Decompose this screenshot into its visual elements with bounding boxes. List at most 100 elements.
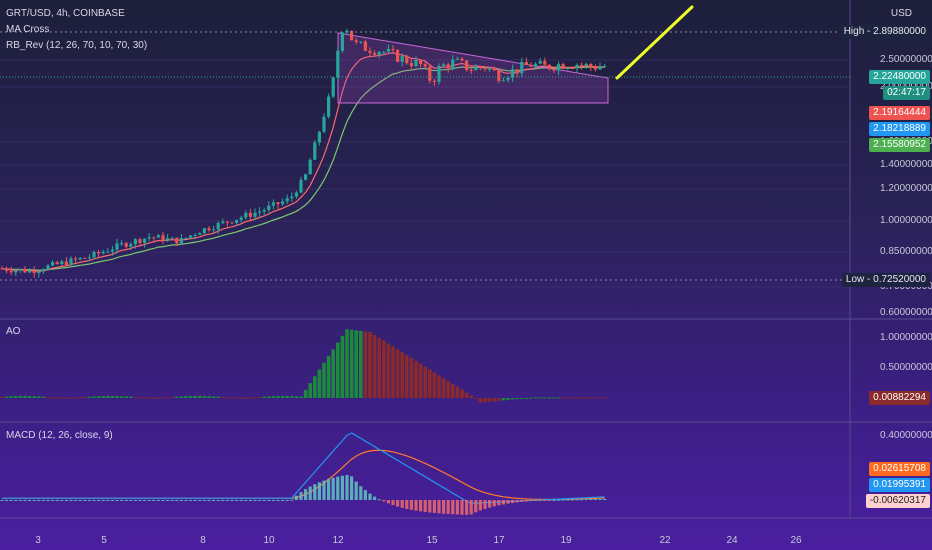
ao-bar — [336, 342, 340, 398]
ao-bar — [170, 397, 174, 399]
ao-bar — [446, 381, 450, 398]
candle-body — [534, 63, 538, 67]
candle-body — [299, 179, 303, 193]
candle-body — [216, 222, 220, 230]
ao-bar — [395, 349, 400, 398]
ao-bar — [331, 349, 335, 398]
candle-body — [313, 142, 317, 160]
candle-body — [221, 221, 225, 223]
symbol-title[interactable]: GRT/USD, 4h, COINBASE — [6, 8, 125, 19]
macd-histogram-bar — [41, 500, 45, 501]
macd-histogram-bar — [37, 500, 41, 501]
ao-bar — [230, 397, 234, 399]
candle-body — [207, 228, 211, 231]
macd-histogram-bar — [101, 500, 105, 501]
ao-title[interactable]: AO — [6, 326, 21, 337]
ao-tick: 0.50000000 — [880, 362, 932, 373]
macd-histogram-bar — [363, 490, 367, 500]
ao-bar — [492, 398, 496, 402]
macd-histogram-bar — [202, 500, 206, 501]
ao-bar — [83, 397, 87, 399]
macd-histogram-bar — [18, 500, 22, 501]
macd-histogram-bar — [584, 499, 588, 501]
ao-bar — [478, 398, 483, 403]
candle-body — [446, 64, 450, 69]
candle-body — [492, 68, 496, 71]
macd-histogram-bar — [175, 500, 179, 501]
candle-body — [253, 212, 257, 217]
candle-body — [115, 243, 119, 250]
candle-body — [124, 243, 128, 247]
macd-histogram-bar — [14, 500, 18, 501]
ao-bar — [55, 397, 59, 399]
ao-bar — [96, 396, 101, 398]
macd-histogram-bar — [285, 500, 289, 501]
macd-histogram-bar — [189, 500, 193, 501]
macd-histogram-bar — [55, 500, 59, 501]
last-price-tag: 2.22480000 — [869, 70, 930, 84]
x-tick: 10 — [263, 535, 275, 546]
candle-body — [317, 131, 321, 143]
low-tag: Low - 0.72520000 — [841, 273, 930, 287]
macd-histogram-bar — [32, 500, 36, 501]
x-tick: 12 — [332, 535, 344, 546]
x-tick: 17 — [493, 535, 505, 546]
candle-body — [120, 243, 124, 245]
macd-histogram-bar — [184, 500, 188, 501]
ma-green-tag: 2.15580952 — [869, 138, 930, 152]
macd-histogram-bar — [78, 500, 82, 501]
macd-histogram-bar — [446, 500, 450, 515]
indicator-ma-cross[interactable]: MA Cross — [6, 24, 50, 35]
ao-bar — [584, 397, 588, 399]
ma-slow-line — [1, 66, 605, 271]
candle-body — [336, 50, 340, 78]
candle-body — [87, 257, 91, 259]
candle-body — [308, 159, 312, 175]
macd-histogram-bar — [437, 500, 441, 514]
candle-body — [593, 67, 597, 70]
candle-body — [235, 219, 239, 223]
macd-histogram-bar — [147, 500, 151, 501]
ao-bar — [469, 395, 473, 398]
ao-bar — [119, 396, 124, 398]
macd-title[interactable]: MACD (12, 26, close, 9) — [6, 430, 113, 441]
indicator-rb-rev[interactable]: RB_Rev (12, 26, 70, 10, 70, 30) — [6, 40, 148, 51]
candle-body — [377, 51, 381, 55]
macd-histogram-bar — [391, 500, 395, 506]
breakout-arrow — [615, 5, 694, 80]
candle-body — [189, 235, 193, 238]
candle-body — [432, 80, 436, 82]
candle-body — [414, 59, 418, 67]
candle-body — [580, 64, 584, 66]
macd-histogram-bar — [244, 500, 248, 501]
ao-bar — [211, 396, 216, 398]
candle-body — [18, 269, 22, 271]
macd-histogram-bar — [276, 500, 280, 501]
ao-bar — [409, 357, 414, 398]
candle-body — [28, 270, 32, 273]
ao-bar — [198, 395, 202, 398]
ao-bar — [345, 329, 349, 398]
x-tick: 15 — [426, 535, 438, 546]
macd-histogram-bar — [529, 500, 533, 502]
ao-bar — [87, 396, 92, 398]
ao-bar — [441, 378, 446, 398]
ao-bar — [60, 397, 64, 399]
price-tick: 1.40000000 — [880, 159, 932, 170]
ao-bar — [244, 397, 248, 399]
candle-body — [23, 269, 27, 273]
currency-label: USD — [890, 8, 912, 19]
macd-histogram-bar — [290, 499, 294, 501]
candle-body — [465, 60, 469, 71]
macd-histogram-bar — [442, 500, 446, 514]
macd-histogram-bar — [313, 484, 317, 500]
candle-body — [106, 251, 110, 253]
ao-bar — [506, 398, 510, 400]
ao-bar — [556, 397, 561, 399]
macd-histogram-bar — [524, 500, 528, 502]
macd-histogram-bar — [239, 500, 243, 501]
macd-histogram-bar — [74, 500, 78, 501]
candle-body — [400, 56, 404, 62]
macd-histogram-bar — [552, 499, 556, 501]
